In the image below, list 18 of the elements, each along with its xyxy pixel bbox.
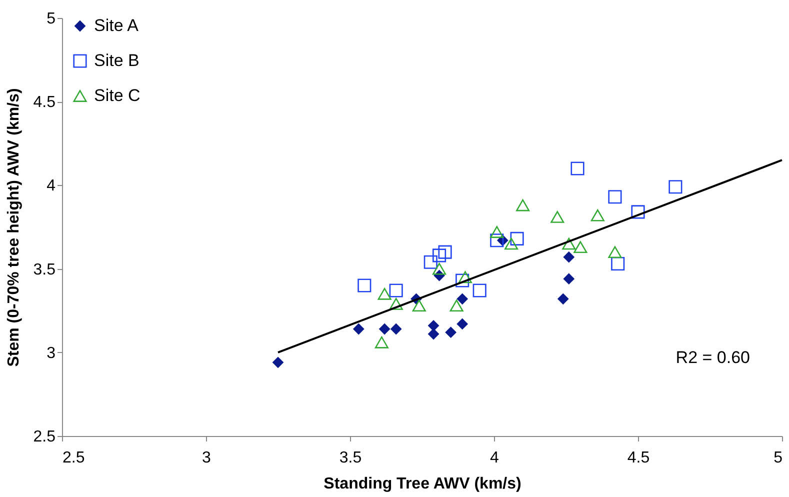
x-axis-title: Standing Tree AWV (km/s)	[324, 476, 522, 492]
x-tick-label: 4.5	[627, 450, 650, 466]
x-tick-label: 4	[490, 450, 500, 466]
legend-label: Site C	[94, 86, 140, 105]
y-axis-title: Stem (0-70% tree height) AWV (km/s)	[5, 88, 22, 367]
legend-label: Site B	[94, 51, 140, 70]
x-tick-label: 3.5	[339, 450, 362, 466]
y-tick-label: 3.5	[33, 261, 56, 278]
y-tick-label: 4.5	[33, 94, 56, 112]
x-tick-label: 5	[774, 450, 783, 466]
annotation: R2 = 0.60	[676, 348, 750, 367]
y-tick-label: 5	[46, 10, 56, 28]
y-tick-label: 4	[46, 178, 56, 195]
y-tick-label: 3	[46, 344, 56, 362]
legend-label: Site A	[94, 16, 140, 35]
y-tick-label: 2.5	[33, 428, 56, 446]
x-tick-label: 3	[202, 450, 212, 466]
x-tick-label: 2.5	[62, 450, 85, 466]
